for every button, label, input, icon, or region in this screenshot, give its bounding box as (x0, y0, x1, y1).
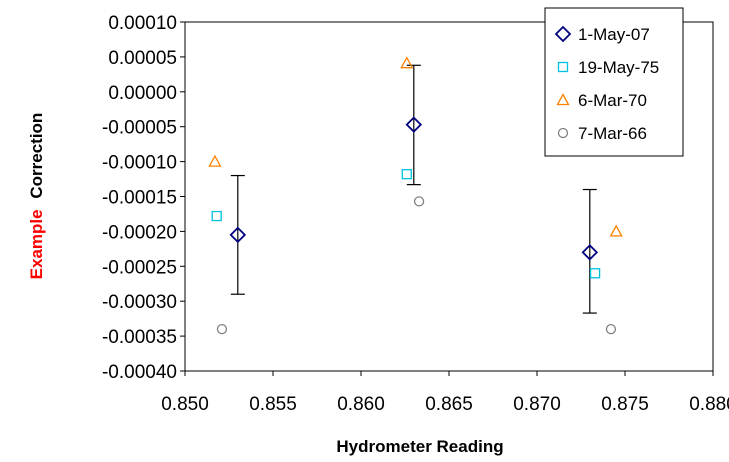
data-point (589, 268, 601, 279)
y-tick-label: -0.00040 (102, 362, 177, 383)
x-tick-label: 0.880 (689, 394, 729, 415)
data-point (401, 169, 412, 180)
x-axis-title: Hydrometer Reading (336, 437, 503, 456)
data-point (208, 154, 222, 167)
legend-marker (556, 93, 570, 106)
legend-marker (557, 61, 569, 73)
x-tick-label: 0.860 (337, 394, 385, 415)
legend: 1-May-07 19-May-75 6-Mar-70 7-Mar-66 (544, 7, 684, 157)
data-point (581, 244, 599, 261)
data-point (405, 116, 423, 133)
legend-marker (554, 25, 572, 43)
legend-label: 19-May-75 (578, 58, 659, 77)
legend-marker (557, 127, 569, 139)
data-point (400, 56, 414, 69)
data-markers (208, 56, 623, 335)
y-tick-label: 0.00005 (108, 48, 177, 69)
error-bars (230, 64, 597, 314)
y-tick-label: -0.00025 (102, 257, 177, 278)
data-point (211, 210, 222, 222)
y-axis-title: Example Correction (27, 113, 46, 280)
y-tick-label: -0.00005 (102, 118, 177, 139)
x-tick-label: 0.865 (425, 394, 473, 415)
x-tick-label: 0.850 (161, 394, 209, 415)
y-axis-title-highlight: Example (27, 209, 46, 279)
y-axis-title-rest: Correction (27, 113, 46, 199)
y-tick-label: -0.00035 (102, 327, 177, 348)
y-tick-label: -0.00020 (102, 222, 177, 243)
x-axis: 0.850 0.855 0.860 0.865 0.870 0.875 0.880 (161, 371, 729, 415)
legend-label: 1-May-07 (578, 25, 650, 44)
y-tick-label: -0.00030 (102, 292, 177, 313)
legend-label: 6-Mar-70 (578, 91, 647, 110)
y-axis: 0.00010 0.00005 0.00000 -0.00005 -0.00010 -0.… (102, 13, 185, 383)
y-tick-label: -0.00015 (102, 188, 177, 209)
data-point (229, 226, 247, 244)
x-tick-label: 0.870 (513, 394, 561, 415)
data-point (413, 196, 425, 207)
x-tick-label: 0.875 (601, 394, 649, 415)
y-tick-label: 0.00000 (108, 83, 177, 104)
y-tick-label: -0.00010 (102, 153, 177, 174)
x-tick-label: 0.855 (249, 394, 297, 415)
data-point (605, 323, 617, 335)
data-point (609, 224, 623, 237)
data-point (216, 323, 228, 335)
y-tick-label: 0.00010 (108, 13, 177, 34)
legend-label: 7-Mar-66 (578, 124, 647, 143)
